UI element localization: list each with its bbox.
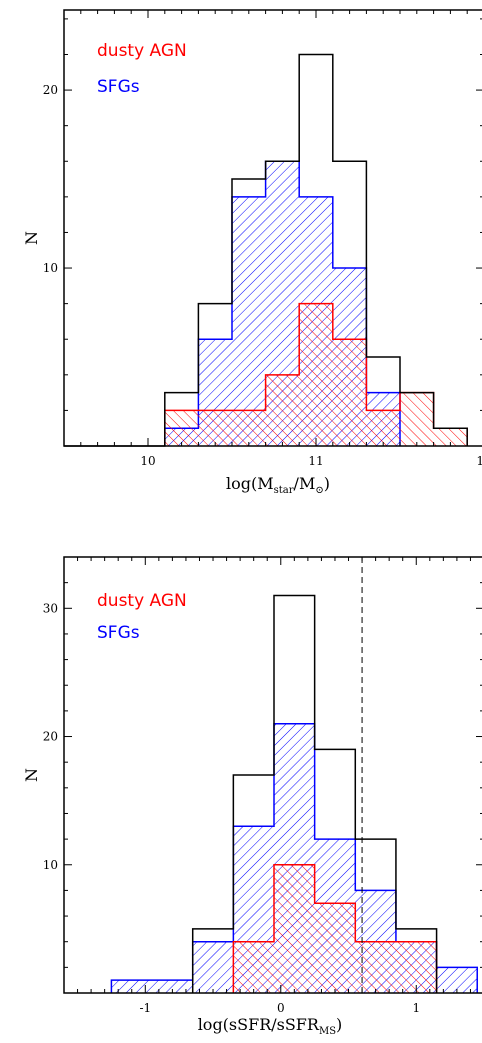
mass-agn-bin-4 — [299, 303, 333, 446]
mass-x-tick-label: 10 — [140, 454, 155, 468]
ssfr-x-tick-label: -1 — [139, 1001, 151, 1015]
mass-x-tick-label: 11 — [308, 454, 323, 468]
ssfr-total-outline — [191, 594, 438, 993]
mass-legend-agn: dusty AGN — [97, 41, 187, 61]
mass-ticks: 10 11 12 10 20 — [43, 10, 482, 468]
mass-sfg-bin-2 — [232, 196, 266, 446]
ssfr-histogram-panel: -1 0 1 10 20 30 dusty AGN SFGs N log(sSFR/sSF… — [22, 556, 482, 1037]
mass-agn-bin-1 — [198, 410, 232, 446]
ssfr-xlabel-sub: MS — [319, 1026, 336, 1037]
mass-plot-frame — [63, 9, 482, 447]
ssfr-sfg-bin-0 — [111, 980, 193, 993]
mass-xlabel-sub: star — [274, 485, 294, 496]
mass-total-outline — [64, 53, 468, 447]
ssfr-xlabel-main: log(sSFR/sSFR — [198, 1015, 320, 1034]
mass-x-axis-label: log(Mstar/M⊙) — [226, 474, 330, 496]
ssfr-x-axis-label: log(sSFR/sSFRMS) — [198, 1015, 343, 1037]
ssfr-y-tick-label: 10 — [43, 858, 58, 872]
ssfr-legend-agn: dusty AGN — [97, 591, 187, 611]
ssfr-plot-frame — [63, 556, 482, 994]
mass-xlabel-sub2: ⊙ — [315, 485, 323, 496]
ssfr-y-tick-label: 20 — [43, 730, 58, 744]
mass-xlabel-mid: /M — [294, 474, 316, 493]
ssfr-y-tick-label: 30 — [43, 601, 58, 615]
ssfr-ticks: -1 0 1 10 20 30 — [43, 556, 482, 1015]
mass-legend-sfg: SFGs — [97, 77, 140, 97]
ssfr-agn-bin-1 — [274, 864, 315, 993]
mass-xlabel-end: ) — [324, 474, 330, 493]
ssfr-legend-sfg: SFGs — [97, 623, 140, 643]
ssfr-agn-bin-0 — [233, 941, 274, 993]
mass-agn-bin-6 — [366, 410, 400, 446]
ssfr-agn-bin-3 — [355, 941, 396, 993]
ssfr-xlabel-end: ) — [336, 1015, 342, 1034]
ssfr-bars — [110, 594, 478, 993]
mass-y-tick-label: 10 — [43, 261, 58, 275]
mass-agn-bin-8 — [433, 428, 468, 446]
mass-xlabel-main: log(M — [226, 474, 274, 493]
mass-y-axis-label: N — [22, 231, 41, 245]
ssfr-x-tick-label: 1 — [412, 1001, 420, 1015]
ssfr-agn-bin-2 — [314, 903, 356, 993]
ssfr-sfg-bin-7 — [436, 967, 478, 993]
ssfr-agn-outline — [232, 864, 438, 993]
mass-agn-bin-5 — [332, 339, 367, 446]
mass-agn-bin-3 — [265, 374, 300, 446]
mass-agn-bin-2 — [232, 410, 266, 446]
mass-y-tick-label: 20 — [43, 83, 58, 97]
mass-agn-bin-7 — [400, 392, 434, 446]
ssfr-agn-bin-4 — [395, 941, 437, 993]
mass-histogram-panel: 10 11 12 10 20 dusty AGN SFGs N log(Mstar/M⊙… — [22, 9, 482, 496]
mass-x-tick-label: 12 — [476, 454, 482, 468]
ssfr-x-tick-label: 0 — [277, 1001, 285, 1015]
ssfr-sfg-bin-1 — [192, 941, 234, 993]
ssfr-y-axis-label: N — [22, 768, 41, 782]
mass-agn-bin-0 — [164, 410, 199, 446]
mass-bars — [64, 53, 468, 447]
